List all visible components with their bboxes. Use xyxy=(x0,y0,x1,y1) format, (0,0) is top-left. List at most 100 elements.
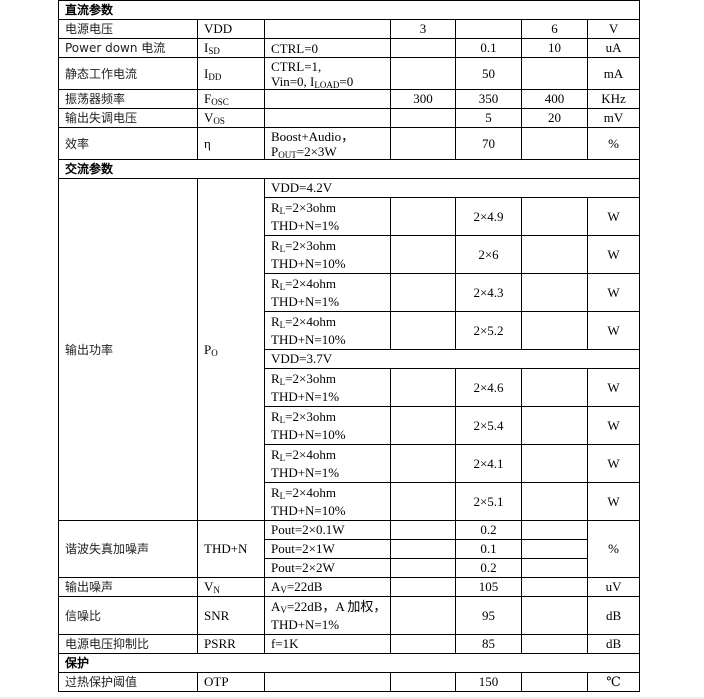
param-unit: W xyxy=(586,368,641,407)
param-typ: 0.1 xyxy=(455,38,522,58)
param-unit: W xyxy=(586,444,641,483)
param-unit: dB xyxy=(586,596,641,635)
section-dc: 直流参数 xyxy=(57,0,641,20)
param-unit: W xyxy=(586,235,641,274)
param-name: 振荡器频率 xyxy=(58,89,198,109)
param-condition xyxy=(264,19,391,39)
table-row: RL=2×3ohm THD+N=1% 2×4.9 W xyxy=(59,197,641,236)
param-condition: RL=2×3ohm THD+N=10% xyxy=(264,235,391,274)
param-typ: 70 xyxy=(455,127,522,160)
param-unit: ℃ xyxy=(586,672,641,692)
param-unit: W xyxy=(586,197,641,236)
param-condition: AV=22dB，A 加权， THD+N=1% xyxy=(264,596,391,635)
param-symbol: VOS xyxy=(197,108,265,128)
param-condition: RL=2×4ohm THD+N=10% xyxy=(264,482,391,521)
param-symbol: ISD xyxy=(197,38,265,58)
param-name: 过热保护阈值 xyxy=(58,672,198,692)
param-typ: 2×4.9 xyxy=(455,197,522,236)
param-symbol: FOSC xyxy=(197,89,265,109)
bottom-strip xyxy=(0,697,704,699)
table-row: Power down 电流 ISD CTRL=0 0.1 10 uA xyxy=(58,38,641,58)
param-unit: uV xyxy=(586,577,641,597)
table-row: 振荡器频率 FOSC 300 350 400 KHz xyxy=(58,89,641,109)
param-name: 信噪比 xyxy=(58,596,198,635)
param-min xyxy=(390,108,456,128)
param-min xyxy=(390,127,456,160)
param-name: 输出噪声 xyxy=(58,577,198,597)
param-symbol: VN xyxy=(197,577,265,597)
param-unit: mV xyxy=(586,108,641,128)
table-row: 输出噪声 VN AV=22dB 105 uV xyxy=(58,577,641,597)
param-typ: 5 xyxy=(455,108,522,128)
param-condition: Pout=2×0.1W xyxy=(264,520,391,540)
param-name: Power down 电流 xyxy=(58,38,198,58)
table-row: 谐波失真加噪声 THD+N Pout=2×0.1W 0.2% xyxy=(58,520,641,578)
param-min xyxy=(390,38,456,58)
param-typ xyxy=(455,19,522,39)
param-symbol: PSRR xyxy=(197,634,265,654)
param-min: 3 xyxy=(390,19,456,39)
param-unit: V xyxy=(586,19,641,39)
param-min: 300 xyxy=(390,89,456,109)
param-condition: RL=2×4ohm THD+N=10% xyxy=(264,311,391,350)
param-name: 谐波失真加噪声 xyxy=(58,520,198,578)
param-symbol: IDD xyxy=(197,57,265,90)
param-unit: KHz xyxy=(586,89,641,109)
param-name: 输出功率 xyxy=(58,178,198,521)
param-unit: W xyxy=(586,311,641,350)
param-typ: 0.1 xyxy=(455,539,522,559)
param-name: 静态工作电流 xyxy=(58,57,198,90)
param-max: 20 xyxy=(521,108,588,128)
param-unit: W xyxy=(586,406,641,445)
param-name: 电源电压抑制比 xyxy=(58,634,198,654)
param-symbol: VDD xyxy=(197,19,265,39)
table-row: RL=2×3ohm THD+N=10% 2×5.4 W xyxy=(59,406,641,445)
param-condition: AV=22dB xyxy=(264,577,391,597)
table-row: 过热保护阈值 OTP 150 ℃ xyxy=(58,672,641,692)
param-typ: 2×5.2 xyxy=(455,311,522,350)
param-typ: 105 xyxy=(455,577,522,597)
param-name: 输出失调电压 xyxy=(58,108,198,128)
param-unit: dB xyxy=(586,634,641,654)
vdd-condition: VDD=3.7V xyxy=(263,349,641,369)
param-name: 电源电压 xyxy=(58,19,198,39)
table-row: RL=2×3ohm THD+N=10% 2×6 W xyxy=(59,235,641,274)
param-typ: 85 xyxy=(455,634,522,654)
vdd-condition: VDD=4.2V xyxy=(263,178,641,198)
spec-table: 直流参数 电源电压 VDD 3 6 V Power down 电流 ISD CT… xyxy=(57,0,641,692)
param-condition: Boost+Audio， POUT=2×3W xyxy=(264,127,391,160)
table-row: 电源电压 VDD 3 6 V xyxy=(58,19,641,39)
param-typ: 0.2 xyxy=(455,520,522,540)
param-unit: mA xyxy=(586,57,641,90)
param-condition: Pout=2×1W xyxy=(264,539,391,559)
table-row: 电源电压抑制比 PSRR f=1K 85 dB xyxy=(58,634,641,654)
table-row: RL=2×3ohm THD+N=1% 2×4.6 W xyxy=(59,368,641,407)
param-typ: 2×4.3 xyxy=(455,273,522,312)
section-ac: 交流参数 xyxy=(57,159,641,179)
param-max xyxy=(521,127,588,160)
param-symbol: η xyxy=(197,127,265,160)
param-condition xyxy=(264,89,391,109)
param-typ: 2×4.1 xyxy=(455,444,522,483)
param-condition: f=1K xyxy=(264,634,391,654)
param-symbol: SNR xyxy=(197,596,265,635)
param-symbol: OTP xyxy=(197,672,265,692)
param-condition: Pout=2×2W xyxy=(264,558,391,578)
param-max: 6 xyxy=(521,19,588,39)
param-condition: RL=2×3ohm THD+N=10% xyxy=(264,406,391,445)
param-condition: RL=2×4ohm THD+N=1% xyxy=(264,273,391,312)
table-row: 信噪比 SNR AV=22dB，A 加权， THD+N=1% 95 dB xyxy=(58,596,641,635)
param-symbol: THD+N xyxy=(197,520,265,578)
param-name: 效率 xyxy=(58,127,198,160)
table-row: RL=2×4ohm THD+N=10% 2×5.1 W xyxy=(59,482,641,521)
param-condition: RL=2×4ohm THD+N=1% xyxy=(264,444,391,483)
table-row: Pout=2×1W 0.1 xyxy=(59,539,640,559)
param-typ: 95 xyxy=(455,596,522,635)
param-unit: W xyxy=(586,273,641,312)
param-condition: CTRL=1, Vin=0, ILOAD=0 xyxy=(264,57,391,90)
param-typ: 50 xyxy=(455,57,522,90)
param-unit: % xyxy=(586,520,641,578)
param-min xyxy=(390,57,456,90)
table-row: 效率 η Boost+Audio， POUT=2×3W 70 % xyxy=(58,127,641,160)
param-typ: 0.2 xyxy=(455,558,522,578)
